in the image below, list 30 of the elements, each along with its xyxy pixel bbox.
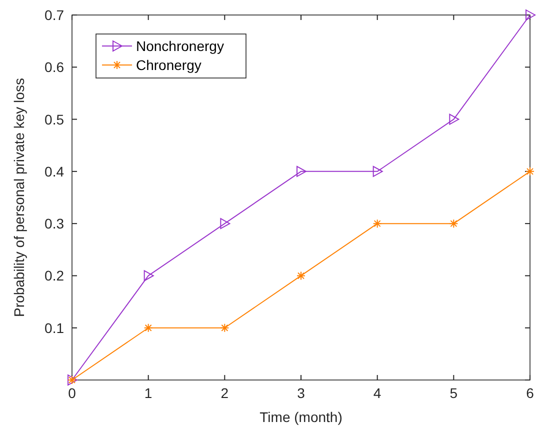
point [296, 271, 306, 280]
x-tick-label: 2 [220, 385, 229, 401]
point [220, 323, 230, 332]
point [526, 10, 536, 20]
point [144, 270, 154, 282]
x-tick-label: 6 [526, 385, 534, 401]
y-tick-label: 0.1 [44, 320, 64, 336]
point [372, 219, 382, 228]
y-tick-label: 0.2 [44, 268, 64, 284]
x-tick-label: 0 [68, 385, 76, 401]
legend-label: Chronergy [136, 57, 202, 73]
y-tick-label: 0.6 [44, 59, 64, 76]
y-tick-label: 0.7 [44, 7, 64, 23]
x-tick-label: 5 [450, 385, 458, 401]
x-tick-label: 3 [297, 385, 306, 401]
y-tick-label: 0.4 [44, 163, 64, 180]
x-tick-label: 4 [373, 385, 382, 401]
x-tick-label: 1 [144, 385, 152, 401]
x-axis-title: Time (month) [260, 409, 342, 425]
point [449, 114, 460, 125]
point [144, 323, 153, 332]
y-axis-title: Probability of personal private key loss [11, 78, 27, 317]
point [372, 166, 383, 177]
point [449, 219, 458, 228]
point [220, 218, 230, 230]
y-tick-label: 0.5 [44, 111, 64, 128]
legend-label: Nonchronergy [136, 38, 224, 54]
point [296, 166, 306, 177]
point [526, 166, 534, 176]
y-tick-label: 0.3 [44, 216, 64, 232]
